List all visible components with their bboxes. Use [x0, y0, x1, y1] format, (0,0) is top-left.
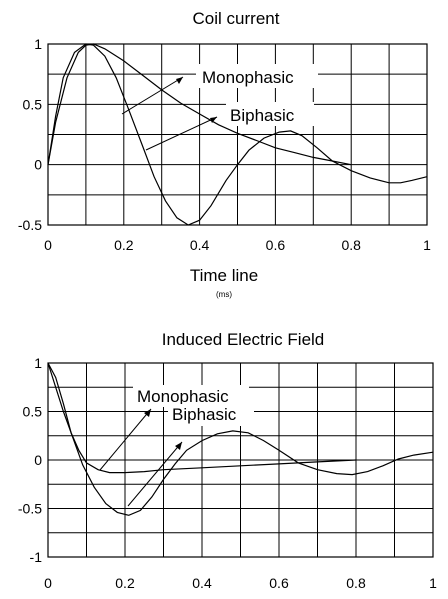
- annotation-mask: [196, 64, 318, 88]
- series-line-monophasic: [47, 362, 357, 474]
- arrowhead: [176, 77, 183, 84]
- annotation-mask: [168, 404, 254, 426]
- annotation-monophasic: Monophasic: [202, 68, 294, 87]
- y-tick-label: 0.5: [23, 404, 43, 420]
- annotation-mask: [133, 385, 249, 407]
- annotation-biphasic: Biphasic: [172, 405, 237, 424]
- x-tick-labels: 0 0.2 0.4 0.6 0.8 1: [44, 575, 437, 591]
- x-tick-label: 1: [429, 575, 437, 591]
- arrow-monophasic: [99, 408, 152, 471]
- x-tick-label: 0.8: [341, 237, 361, 253]
- x-tick-label: 0: [44, 575, 52, 591]
- chart-coil-current: Coil current 10.50-0.5 0 0.2 0.4 0.6 0.8 1 Ti…: [18, 9, 431, 299]
- y-tick-labels: 1 0.5 0 -0.5: [18, 36, 42, 233]
- arrow-biphasic: [127, 441, 183, 507]
- arrow-monophasic: [121, 76, 184, 115]
- arrow-biphasic: [145, 116, 218, 151]
- series-group: [47, 43, 428, 226]
- y-tick-label: 0.5: [23, 96, 43, 112]
- x-tick-label: 0.4: [190, 237, 210, 253]
- y-tick-label: 0: [34, 452, 42, 468]
- annotation-mask: [226, 102, 314, 126]
- y-tick-label: -0.5: [18, 501, 42, 517]
- x-tick-label: 0.6: [266, 237, 286, 253]
- y-tick-labels: 1 0.5 0 -0.5 -1: [18, 355, 42, 565]
- chart-title: Coil current: [193, 9, 280, 28]
- x-tick-label: 0: [44, 237, 52, 253]
- x-axis-label: Time line: [190, 266, 258, 285]
- series-group: [47, 362, 434, 516]
- x-axis-unit: (ms): [216, 290, 232, 299]
- series-line-biphasic: [47, 362, 434, 516]
- chart-induced-electric-field: Induced Electric Field 10.50-0.5-1 0 0.2 0…: [18, 330, 437, 591]
- x-tick-label: 0.6: [269, 575, 289, 591]
- y-tick-label: 0: [34, 157, 42, 173]
- annotation-monophasic: Monophasic: [137, 387, 229, 406]
- x-tick-labels: 0 0.2 0.4 0.6 0.8 1: [44, 237, 431, 253]
- plot-frame: [47, 43, 428, 226]
- annotation-biphasic: Biphasic: [230, 106, 295, 125]
- arrowhead: [175, 442, 182, 450]
- y-tick-label: -1: [30, 549, 43, 565]
- y-tick-label: 1: [34, 36, 42, 52]
- x-tick-label: 0.2: [115, 575, 135, 591]
- x-tick-label: 0.8: [346, 575, 366, 591]
- x-tick-label: 0.2: [114, 237, 134, 253]
- arrowhead: [210, 117, 217, 123]
- series-line-monophasic: [47, 43, 352, 166]
- arrowhead: [144, 409, 151, 417]
- y-tick-label: -0.5: [18, 217, 42, 233]
- x-tick-label: 0.4: [192, 575, 212, 591]
- y-tick-label: 1: [34, 355, 42, 371]
- series-line-biphasic: [47, 43, 428, 226]
- plot-frame: [47, 362, 434, 558]
- chart-title: Induced Electric Field: [162, 330, 325, 349]
- x-tick-label: 1: [423, 237, 431, 253]
